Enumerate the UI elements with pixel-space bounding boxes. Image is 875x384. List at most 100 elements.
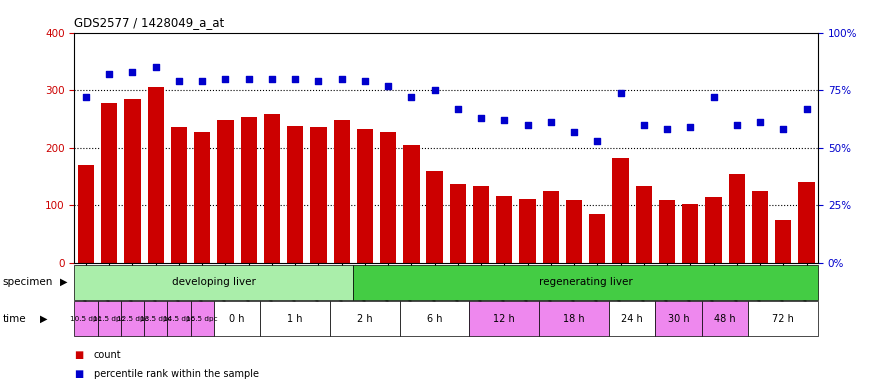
Bar [659, 200, 676, 263]
Bar [333, 120, 350, 263]
Bar [775, 220, 791, 263]
Text: 6 h: 6 h [427, 314, 443, 324]
Bar [589, 214, 605, 263]
Bar [612, 157, 629, 263]
Bar [470, 301, 539, 336]
Bar [496, 195, 513, 263]
Bar [263, 114, 280, 263]
Text: time: time [3, 314, 26, 324]
Bar [311, 126, 326, 263]
Point [776, 126, 790, 132]
Bar [426, 171, 443, 263]
Text: 12.5 dpc: 12.5 dpc [116, 316, 148, 322]
Bar [539, 301, 609, 336]
Bar [217, 120, 234, 263]
Point [613, 89, 627, 96]
Text: 10.5 dpc: 10.5 dpc [70, 316, 102, 322]
Text: GDS2577 / 1428049_a_at: GDS2577 / 1428049_a_at [74, 16, 225, 29]
Point [358, 78, 372, 84]
Bar [473, 186, 489, 263]
Bar [635, 187, 652, 263]
Point [497, 117, 511, 123]
Text: 48 h: 48 h [714, 314, 736, 324]
Bar [520, 199, 536, 263]
Text: ■: ■ [74, 350, 84, 360]
Bar [798, 182, 815, 263]
Bar [261, 301, 330, 336]
Bar [566, 200, 582, 263]
Text: 14.5 dpc: 14.5 dpc [163, 316, 195, 322]
Bar [74, 301, 98, 336]
Point [660, 126, 674, 132]
Bar [191, 301, 214, 336]
Point [544, 119, 558, 126]
Text: 13.5 dpc: 13.5 dpc [140, 316, 172, 322]
Bar [609, 301, 655, 336]
Bar [330, 301, 400, 336]
Point [102, 71, 116, 77]
Text: 24 h: 24 h [621, 314, 643, 324]
Bar [682, 204, 698, 263]
Point [312, 78, 326, 84]
Bar [702, 301, 748, 336]
Point [288, 76, 302, 82]
Point [79, 94, 93, 100]
Point [219, 76, 233, 82]
Bar [144, 301, 167, 336]
Text: ■: ■ [74, 369, 84, 379]
Bar [729, 174, 745, 263]
Bar [167, 301, 191, 336]
Bar [287, 126, 304, 263]
Bar [380, 132, 396, 263]
Bar [748, 301, 818, 336]
Bar [357, 129, 373, 263]
Point [428, 87, 442, 93]
Text: count: count [94, 350, 122, 360]
Point [521, 122, 535, 128]
Bar [78, 165, 94, 263]
Point [149, 64, 163, 70]
Bar [98, 301, 121, 336]
Bar [121, 301, 144, 336]
Bar [450, 184, 466, 263]
Point [195, 78, 209, 84]
Bar [124, 99, 141, 263]
Bar [705, 197, 722, 263]
Bar [148, 88, 164, 263]
Bar [102, 103, 117, 263]
Text: 16.5 dpc: 16.5 dpc [186, 316, 218, 322]
Bar [171, 126, 187, 263]
Point [242, 76, 256, 82]
Text: ▶: ▶ [40, 314, 48, 324]
Bar [74, 265, 354, 300]
Point [753, 119, 767, 126]
Bar [655, 301, 702, 336]
Text: 12 h: 12 h [493, 314, 515, 324]
Text: 18 h: 18 h [564, 314, 584, 324]
Text: regenerating liver: regenerating liver [539, 277, 633, 287]
Point [451, 106, 465, 112]
Bar [542, 191, 559, 263]
Point [265, 76, 279, 82]
Point [730, 122, 744, 128]
Bar [354, 265, 818, 300]
Bar [752, 191, 768, 263]
Text: 1 h: 1 h [287, 314, 303, 324]
Point [382, 83, 396, 89]
Point [683, 124, 697, 130]
Point [591, 138, 605, 144]
Point [800, 106, 814, 112]
Bar [400, 301, 470, 336]
Text: ▶: ▶ [60, 277, 67, 287]
Bar [403, 145, 419, 263]
Bar [194, 132, 210, 263]
Point [334, 76, 348, 82]
Text: 0 h: 0 h [229, 314, 245, 324]
Point [706, 94, 720, 100]
Point [567, 129, 581, 135]
Text: percentile rank within the sample: percentile rank within the sample [94, 369, 259, 379]
Text: 2 h: 2 h [357, 314, 373, 324]
Point [474, 115, 488, 121]
Point [172, 78, 186, 84]
Point [125, 69, 139, 75]
